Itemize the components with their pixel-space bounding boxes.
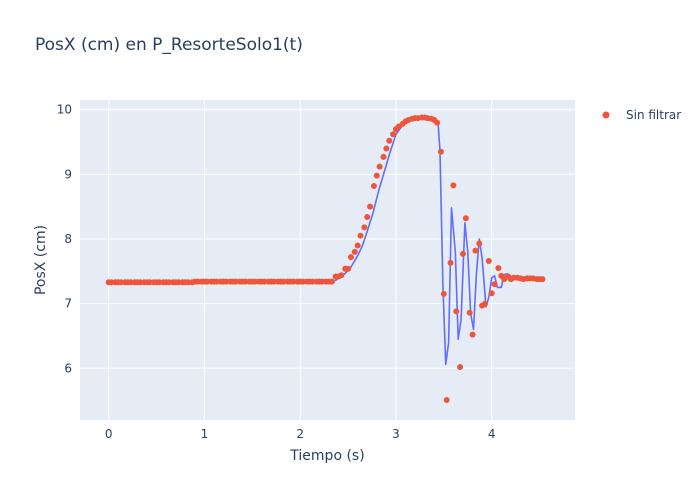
y-axis-title: PosX (cm) — [33, 225, 49, 295]
data-point — [476, 240, 483, 247]
data-point — [338, 272, 345, 279]
legend-label-sin-filtrar: Sin filtrar — [626, 108, 681, 122]
chart-title: PosX (cm) en P_ResorteSolo1(t) — [35, 35, 303, 55]
line-series — [108, 116, 545, 366]
data-point — [466, 309, 473, 316]
x-axis-ticks: 0 1 2 3 4 — [105, 427, 496, 441]
legend[interactable]: Sin filtrar — [602, 108, 682, 122]
x-tick-label: 1 — [201, 427, 209, 441]
data-point — [485, 257, 492, 264]
data-point — [354, 242, 361, 249]
series-line — [108, 116, 545, 366]
data-point — [361, 224, 368, 231]
data-point — [351, 248, 358, 255]
data-point — [488, 290, 495, 297]
y-axis-ticks: 6 7 8 9 10 — [57, 103, 72, 376]
data-point — [457, 363, 464, 370]
y-tick-label: 6 — [64, 361, 72, 375]
data-point — [443, 396, 450, 403]
data-point — [367, 203, 374, 210]
data-point — [495, 265, 502, 272]
data-point — [328, 278, 335, 285]
x-tick-label: 2 — [296, 427, 304, 441]
x-tick-label: 0 — [105, 427, 113, 441]
data-point — [347, 254, 354, 261]
legend-marker-sin-filtrar — [602, 111, 610, 119]
x-tick-label: 3 — [392, 427, 400, 441]
data-point — [386, 137, 393, 144]
data-point — [453, 308, 460, 315]
data-point — [447, 259, 454, 266]
marker-series — [105, 114, 546, 403]
data-point — [469, 331, 476, 338]
data-point — [434, 119, 441, 126]
data-point — [450, 182, 457, 189]
data-point — [482, 300, 488, 307]
data-point — [491, 281, 498, 288]
grid — [80, 100, 575, 420]
data-point — [364, 214, 371, 221]
data-point — [440, 290, 447, 297]
data-point — [345, 265, 352, 272]
data-point — [380, 153, 387, 160]
data-point — [459, 250, 466, 257]
data-point — [370, 182, 377, 189]
data-point — [539, 276, 546, 283]
x-axis-title: Tiempo (s) — [289, 448, 364, 464]
data-point — [376, 163, 383, 170]
x-tick-label: 4 — [488, 427, 496, 441]
data-point — [390, 131, 397, 138]
data-point — [472, 247, 479, 254]
data-point — [437, 148, 444, 155]
y-tick-label: 10 — [57, 103, 72, 117]
y-tick-label: 9 — [64, 167, 72, 181]
data-point — [373, 172, 380, 179]
data-point — [357, 232, 364, 239]
plot-area — [80, 100, 575, 420]
data-point — [462, 215, 469, 222]
data-point — [383, 145, 390, 152]
y-tick-label: 8 — [64, 232, 72, 246]
y-tick-label: 7 — [64, 297, 72, 311]
